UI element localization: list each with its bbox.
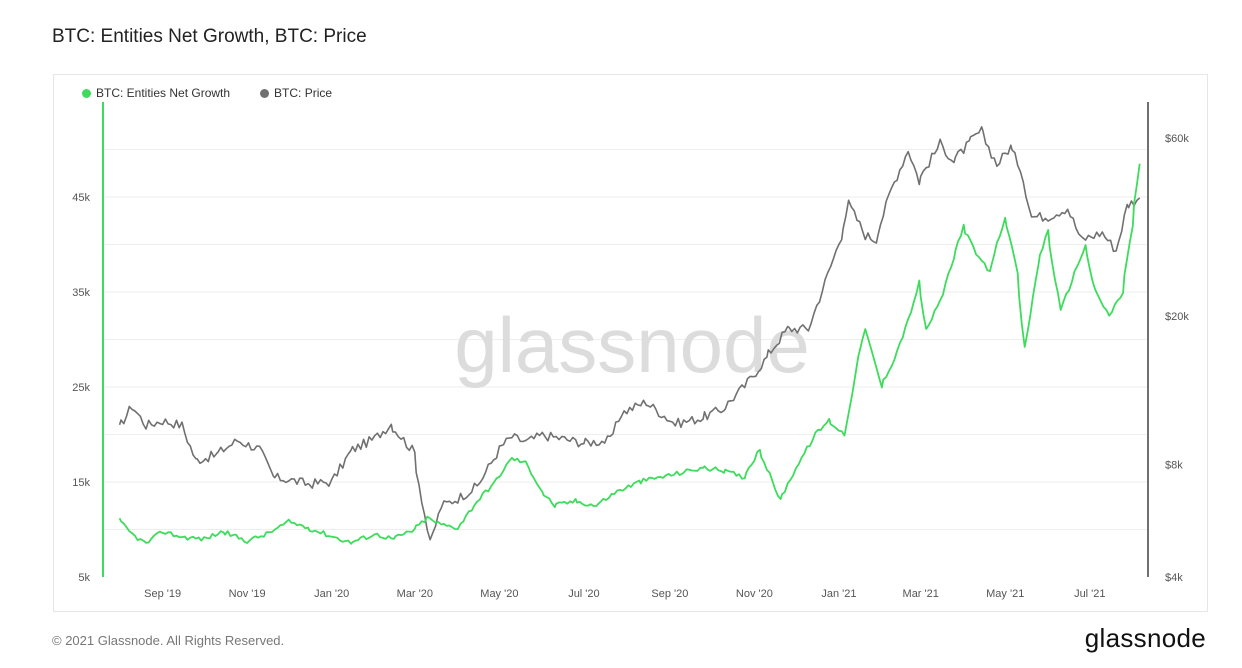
legend: BTC: Entities Net Growth BTC: Price [82, 86, 332, 100]
x-tick-label: May '20 [480, 588, 518, 600]
brand-logo: glassnode [1084, 623, 1206, 653]
series-line-price [118, 126, 1141, 541]
x-tick-label: Jul '21 [1074, 588, 1105, 600]
x-tick-label: Nov '19 [229, 588, 266, 600]
legend-growth-swatch [82, 88, 91, 98]
x-tick-label: Mar '20 [397, 588, 433, 600]
x-tick-label: May '21 [986, 588, 1024, 600]
legend-price-swatch [260, 88, 270, 98]
legend-item-price[interactable]: BTC: Price [260, 86, 332, 100]
y-left-tick-label: 35k [72, 287, 90, 299]
y-right-tick-label: $60k [1165, 133, 1189, 145]
y-left-tick-label: 25k [72, 382, 90, 394]
y-left-tick-label: 15k [72, 477, 90, 489]
legend-growth-label: BTC: Entities Net Growth [96, 86, 231, 100]
y-left-tick-label: 45k [72, 192, 90, 204]
x-tick-label: Jul '20 [568, 588, 599, 600]
series-line-entities-net-growth [118, 163, 1141, 545]
x-tick-label: Jan '20 [314, 588, 349, 600]
chart-title: BTC: Entities Net Growth, BTC: Price [52, 26, 367, 47]
copyright-footer: © 2021 Glassnode. All Rights Reserved. [52, 633, 285, 648]
x-tick-label: Sep '20 [651, 588, 688, 600]
legend-item-growth[interactable]: BTC: Entities Net Growth [82, 86, 230, 100]
y-right-tick-label: $8k [1165, 460, 1183, 472]
y-left-tick-label: 5k [78, 572, 90, 584]
legend-price-label: BTC: Price [274, 86, 333, 100]
x-tick-label: Jan '21 [821, 588, 856, 600]
watermark-text: glassnode [454, 301, 810, 389]
x-tick-label: Sep '19 [144, 588, 181, 600]
y-right-tick-label: $4k [1165, 572, 1183, 584]
y-right-tick-label: $20k [1165, 311, 1189, 323]
chart-panel [53, 74, 1208, 612]
x-tick-label: Nov '20 [736, 588, 773, 600]
x-tick-label: Mar '21 [903, 588, 939, 600]
